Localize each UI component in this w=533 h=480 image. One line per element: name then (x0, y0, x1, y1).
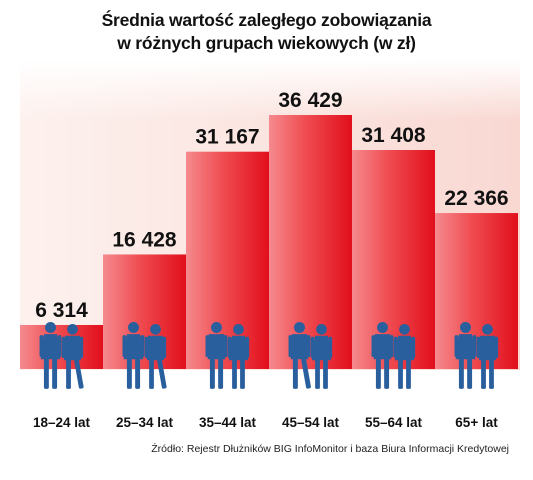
chart-title-line1: Średnia wartość zaległego zobowiązania (101, 10, 432, 30)
value-label-1: 6 314 (35, 299, 88, 322)
person-silhouette-icon (61, 324, 84, 389)
age-group-figures-icon (454, 322, 499, 389)
age-group-figures-icon (205, 322, 250, 389)
person-silhouette-icon (476, 324, 499, 389)
age-group-figures-icon (371, 322, 416, 389)
bar-1 (20, 324, 103, 369)
person-silhouette-icon (310, 324, 333, 389)
value-label-6: 22 366 (444, 187, 508, 210)
chart-background-fade (20, 60, 520, 120)
category-label-3: 35–44 lat (199, 415, 257, 430)
category-label-1: 18–24 lat (33, 415, 91, 430)
bar-5 (352, 150, 435, 369)
source-note: Źródło: Rejestr Dłużników BIG InfoMonito… (151, 443, 509, 455)
person-silhouette-icon (227, 324, 250, 389)
bar-6 (435, 213, 518, 369)
person-silhouette-icon (454, 322, 477, 389)
value-label-4: 36 429 (278, 89, 342, 112)
person-silhouette-icon (39, 322, 62, 389)
bar-3 (186, 151, 269, 369)
category-label-2: 25–34 lat (116, 415, 174, 430)
value-label-5: 31 408 (361, 124, 426, 147)
person-silhouette-icon (393, 324, 416, 389)
value-label-2: 16 428 (112, 228, 177, 251)
bar-2 (103, 254, 186, 369)
age-group-figures-icon (288, 322, 333, 389)
person-silhouette-icon (205, 322, 228, 389)
value-label-3: 31 167 (195, 126, 259, 149)
category-label-6: 65+ lat (455, 415, 498, 430)
person-silhouette-icon (122, 322, 145, 389)
age-group-figures-icon (122, 322, 167, 389)
person-silhouette-icon (144, 324, 167, 389)
category-label-5: 55–64 lat (365, 415, 423, 430)
bar-4 (269, 115, 352, 369)
age-group-figures-icon (39, 322, 84, 389)
chart-title-line2: w różnych grupach wiekowych (w zł) (117, 33, 416, 53)
person-silhouette-icon (371, 322, 394, 389)
category-label-4: 45–54 lat (282, 415, 340, 430)
person-silhouette-icon (288, 322, 311, 389)
